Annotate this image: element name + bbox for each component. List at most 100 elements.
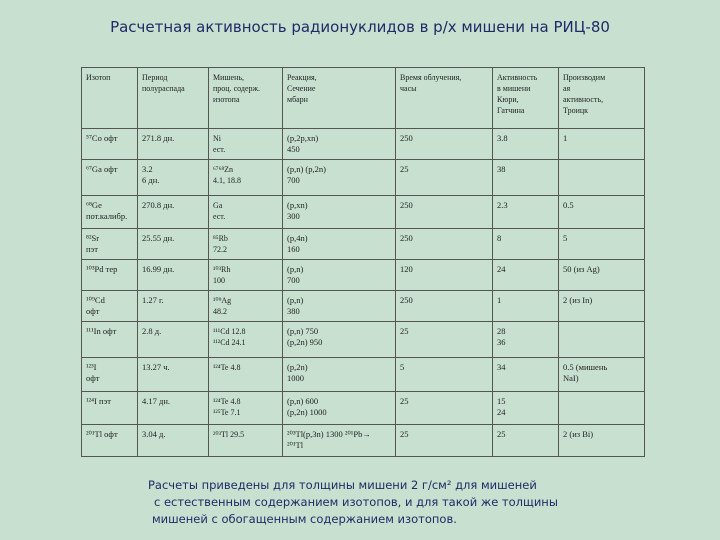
table-row: ⁵⁷Co офт 271.8 дн. Ni ест. (p,2p,xn) 450 250 3.… (81, 128, 645, 160)
cell-line: 25 (400, 396, 409, 406)
header-line: изотопа (213, 95, 240, 104)
cell-line: (p,2n) 1000 (287, 407, 327, 417)
header-line: Реакция, (287, 73, 317, 82)
table-cell: 5 (395, 357, 493, 392)
table-cell: 2 (из Bi) (558, 424, 645, 457)
cell-line: 250 (400, 233, 413, 243)
table-cell: ²⁰³Tl 29.5 (208, 424, 283, 457)
cell-line: 1000 (287, 373, 304, 383)
cell-line: 13.27 ч. (142, 362, 170, 372)
header-line: Мишень, (213, 73, 245, 82)
table-cell: 1.27 г. (137, 290, 209, 322)
cell-line: 0.5 (мишень (563, 362, 608, 372)
header-line: Кюри, (497, 95, 519, 104)
cell-line: 700 (287, 275, 300, 285)
table-cell: 120 (395, 259, 493, 291)
table-cell: 2.3 (492, 195, 559, 229)
cell-line: 3.2 (142, 164, 153, 174)
cell-line: ⁵⁷Co офт (86, 133, 118, 143)
cell-line: 24 (497, 264, 506, 274)
table-cell: 16.99 дн. (137, 259, 209, 291)
column-header: Мишень, проц. содерж. изотопа (208, 67, 283, 129)
cell-line: 450 (287, 144, 300, 154)
table-cell: 0.5 (558, 195, 645, 229)
cell-line: 16.99 дн. (142, 264, 175, 274)
cell-line: ⁶⁸Ge (86, 200, 102, 210)
table-cell: ⁵⁷Co офт (81, 128, 138, 160)
cell-line: (p,4n) (287, 233, 308, 243)
footnote: Расчеты приведены для толщины мишени 2 г… (148, 477, 618, 528)
table-cell: 28 36 (492, 321, 559, 358)
table-cell: 25 (395, 321, 493, 358)
header-line: Производим (563, 73, 606, 82)
cell-line: 6 дн. (142, 175, 160, 185)
cell-line: (p,2n) 950 (287, 337, 323, 347)
cell-line: ест. (213, 145, 226, 154)
cell-line: ¹⁰³Pd тер (86, 264, 118, 274)
table-cell: (p,n) 380 (282, 290, 396, 322)
cell-line: (p,xn) (287, 200, 308, 210)
table-row: ¹²³I офт 13.27 ч. ¹²⁴Te 4.8 (p,2n) 1000 5 34 0.5… (81, 357, 645, 392)
cell-line: 4.17 дн. (142, 396, 170, 406)
cell-line: 5 (563, 233, 568, 243)
cell-line: ⁸⁵Rb (213, 234, 228, 243)
table-cell: ¹⁰³Pd тер (81, 259, 138, 291)
cell-line: 100 (213, 276, 225, 285)
column-header: Реакция, Сечение мбарн (282, 67, 396, 129)
cell-line: 25 (400, 429, 409, 439)
cell-line: 36 (497, 337, 506, 347)
cell-line: 271.8 дн. (142, 133, 175, 143)
cell-line: 5 (400, 362, 405, 372)
cell-line: ¹¹¹Cd 12.8 (213, 327, 246, 336)
cell-line: ¹⁰⁹Ag (213, 296, 232, 305)
table-cell: 5 (558, 228, 645, 260)
table-cell: 1 (558, 128, 645, 160)
table-cell: 15 24 (492, 391, 559, 425)
column-header: Период полураспада (137, 67, 209, 129)
cell-line: 250 (400, 133, 413, 143)
cell-line: 2 (из In) (563, 295, 593, 305)
table-cell: ¹²⁴Te 4.8 ¹²⁵Te 7.1 (208, 391, 283, 425)
cell-line: ¹¹²Cd 24.1 (213, 338, 246, 347)
cell-line: 25.55 дн. (142, 233, 175, 243)
cell-line: 25 (400, 164, 409, 174)
table-cell: (p,xn) 300 (282, 195, 396, 229)
cell-line: офт (86, 306, 100, 316)
footnote-line: мишеней с обогащенным содержанием изотоп… (152, 512, 457, 526)
cell-line: ²⁰¹Tl офт (86, 429, 118, 439)
table-cell: 0.5 (мишень NaI) (558, 357, 645, 392)
table-cell: (p,n) 750 (p,2n) 950 (282, 321, 396, 358)
table-cell: 3.8 (492, 128, 559, 160)
table-cell: ⁸⁵Rb 72.2 (208, 228, 283, 260)
cell-line: ест. (213, 212, 226, 221)
table-cell: 50 (из Ag) (558, 259, 645, 291)
table-cell: ¹⁰⁹Cd офт (81, 290, 138, 322)
page-title: Расчетная активность радионуклидов в р/х… (110, 18, 610, 36)
table-cell: Ni ест. (208, 128, 283, 160)
header-line: мбарн (287, 95, 308, 104)
cell-line: пэт (86, 244, 98, 254)
cell-line: 2.3 (497, 200, 508, 210)
table-cell: 250 (395, 128, 493, 160)
cell-line: (p,2p,xn) (287, 133, 319, 143)
table-cell: ⁶⁸Ge пот.калибр. (81, 195, 138, 229)
table-cell: Ga ест. (208, 195, 283, 229)
cell-line: 48.2 (213, 307, 227, 316)
table-cell: 2.8 д. (137, 321, 209, 358)
cell-line: 25 (400, 326, 409, 336)
table-row: ⁸²Sr пэт 25.55 дн. ⁸⁵Rb 72.2 (p,4n) 160 250 8 5 (81, 228, 645, 260)
table-cell: (p,2p,xn) 450 (282, 128, 396, 160)
cell-line: 0.5 (563, 200, 574, 210)
cell-line: ²⁰¹Tl (287, 440, 304, 450)
table-cell: ⁸²Sr пэт (81, 228, 138, 260)
table-cell: 8 (492, 228, 559, 260)
cell-line: Ga (213, 201, 223, 210)
header-line: Гатчина (497, 106, 525, 115)
table-row: ⁶⁸Ge пот.калибр. 270.8 дн. Ga ест. (p,xn) 300 2… (81, 195, 645, 229)
cell-line: ¹²⁴Te 4.8 (213, 397, 241, 406)
header-line: Активность (497, 73, 538, 82)
table-cell: (p,n) 700 (282, 259, 396, 291)
cell-line: ¹⁰³Rh (213, 265, 231, 274)
table-cell: 25.55 дн. (137, 228, 209, 260)
table-cell: 34 (492, 357, 559, 392)
